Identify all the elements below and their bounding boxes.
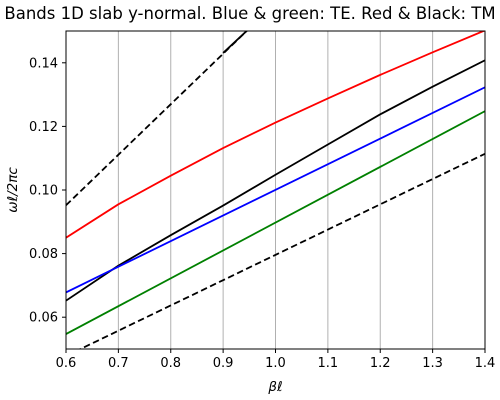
series-line-4 — [66, 110, 485, 335]
x-tick-label: 1.0 — [265, 356, 286, 371]
y-axis-ticks: 0.06 0.08 0.10 0.12 0.14 — [29, 56, 66, 326]
x-tick-label: 1.1 — [318, 356, 339, 371]
x-tick-label: 1.3 — [422, 356, 443, 371]
chart-title: Bands 1D slab y-normal. Blue & green: TE… — [4, 4, 495, 23]
y-tick-label: 0.14 — [29, 56, 58, 71]
x-tick-label: 1.2 — [370, 356, 391, 371]
y-tick-label: 0.12 — [29, 120, 58, 135]
x-axis-ticks: 0.6 0.7 0.8 0.9 1.0 1.1 1.2 1.3 1.4 — [56, 349, 496, 371]
series-line-2 — [66, 59, 485, 302]
x-tick-label: 0.8 — [160, 356, 181, 371]
series-line-3 — [66, 86, 485, 294]
x-tick-label: 0.6 — [56, 356, 77, 371]
y-tick-label: 0.06 — [29, 311, 58, 326]
x-tick-label: 0.7 — [108, 356, 129, 371]
series-line-6 — [66, 31, 248, 206]
x-tick-label: 0.9 — [213, 356, 234, 371]
series-lines — [66, 31, 485, 349]
y-tick-label: 0.10 — [29, 184, 58, 199]
y-tick-label: 0.08 — [29, 247, 58, 262]
x-axis-label: βℓ — [267, 379, 282, 395]
y-axis-label: ωℓ/2πc — [5, 167, 21, 213]
x-tick-label: 1.4 — [475, 356, 496, 371]
series-line-1 — [66, 31, 485, 239]
series-line-7 — [78, 152, 485, 349]
